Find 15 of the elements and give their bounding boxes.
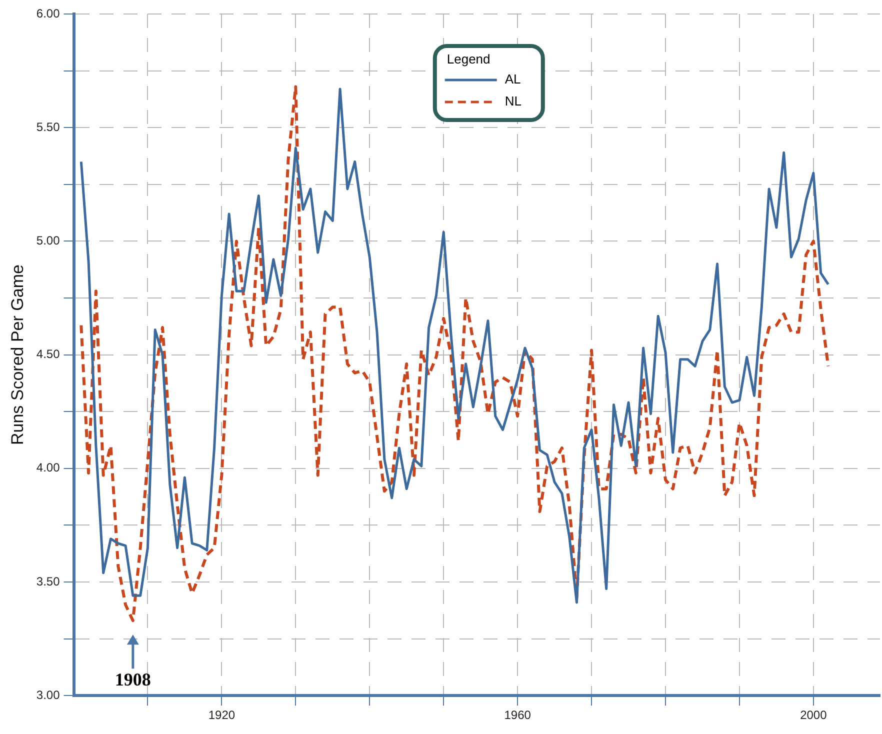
legend-label: AL xyxy=(504,72,521,87)
legend-label: NL xyxy=(504,94,522,109)
x-tick-label: 1920 xyxy=(208,708,236,722)
y-tick-label: 3.50 xyxy=(36,574,60,588)
y-tick-label: 5.50 xyxy=(36,120,60,134)
y-tick-label: 6.00 xyxy=(36,6,60,20)
y-axis-title: Runs Scored Per Game xyxy=(8,264,27,446)
annotation: 1908 xyxy=(114,669,151,690)
y-tick-label: 4.50 xyxy=(36,347,60,362)
x-tick-label: 2000 xyxy=(800,708,828,722)
y-tick-label: 5.00 xyxy=(36,234,60,248)
legend-title: Legend xyxy=(446,52,490,67)
x-tick-label: 1960 xyxy=(504,708,532,722)
y-tick-label: 3.00 xyxy=(36,688,60,702)
y-tick-label: 4.00 xyxy=(36,460,60,475)
